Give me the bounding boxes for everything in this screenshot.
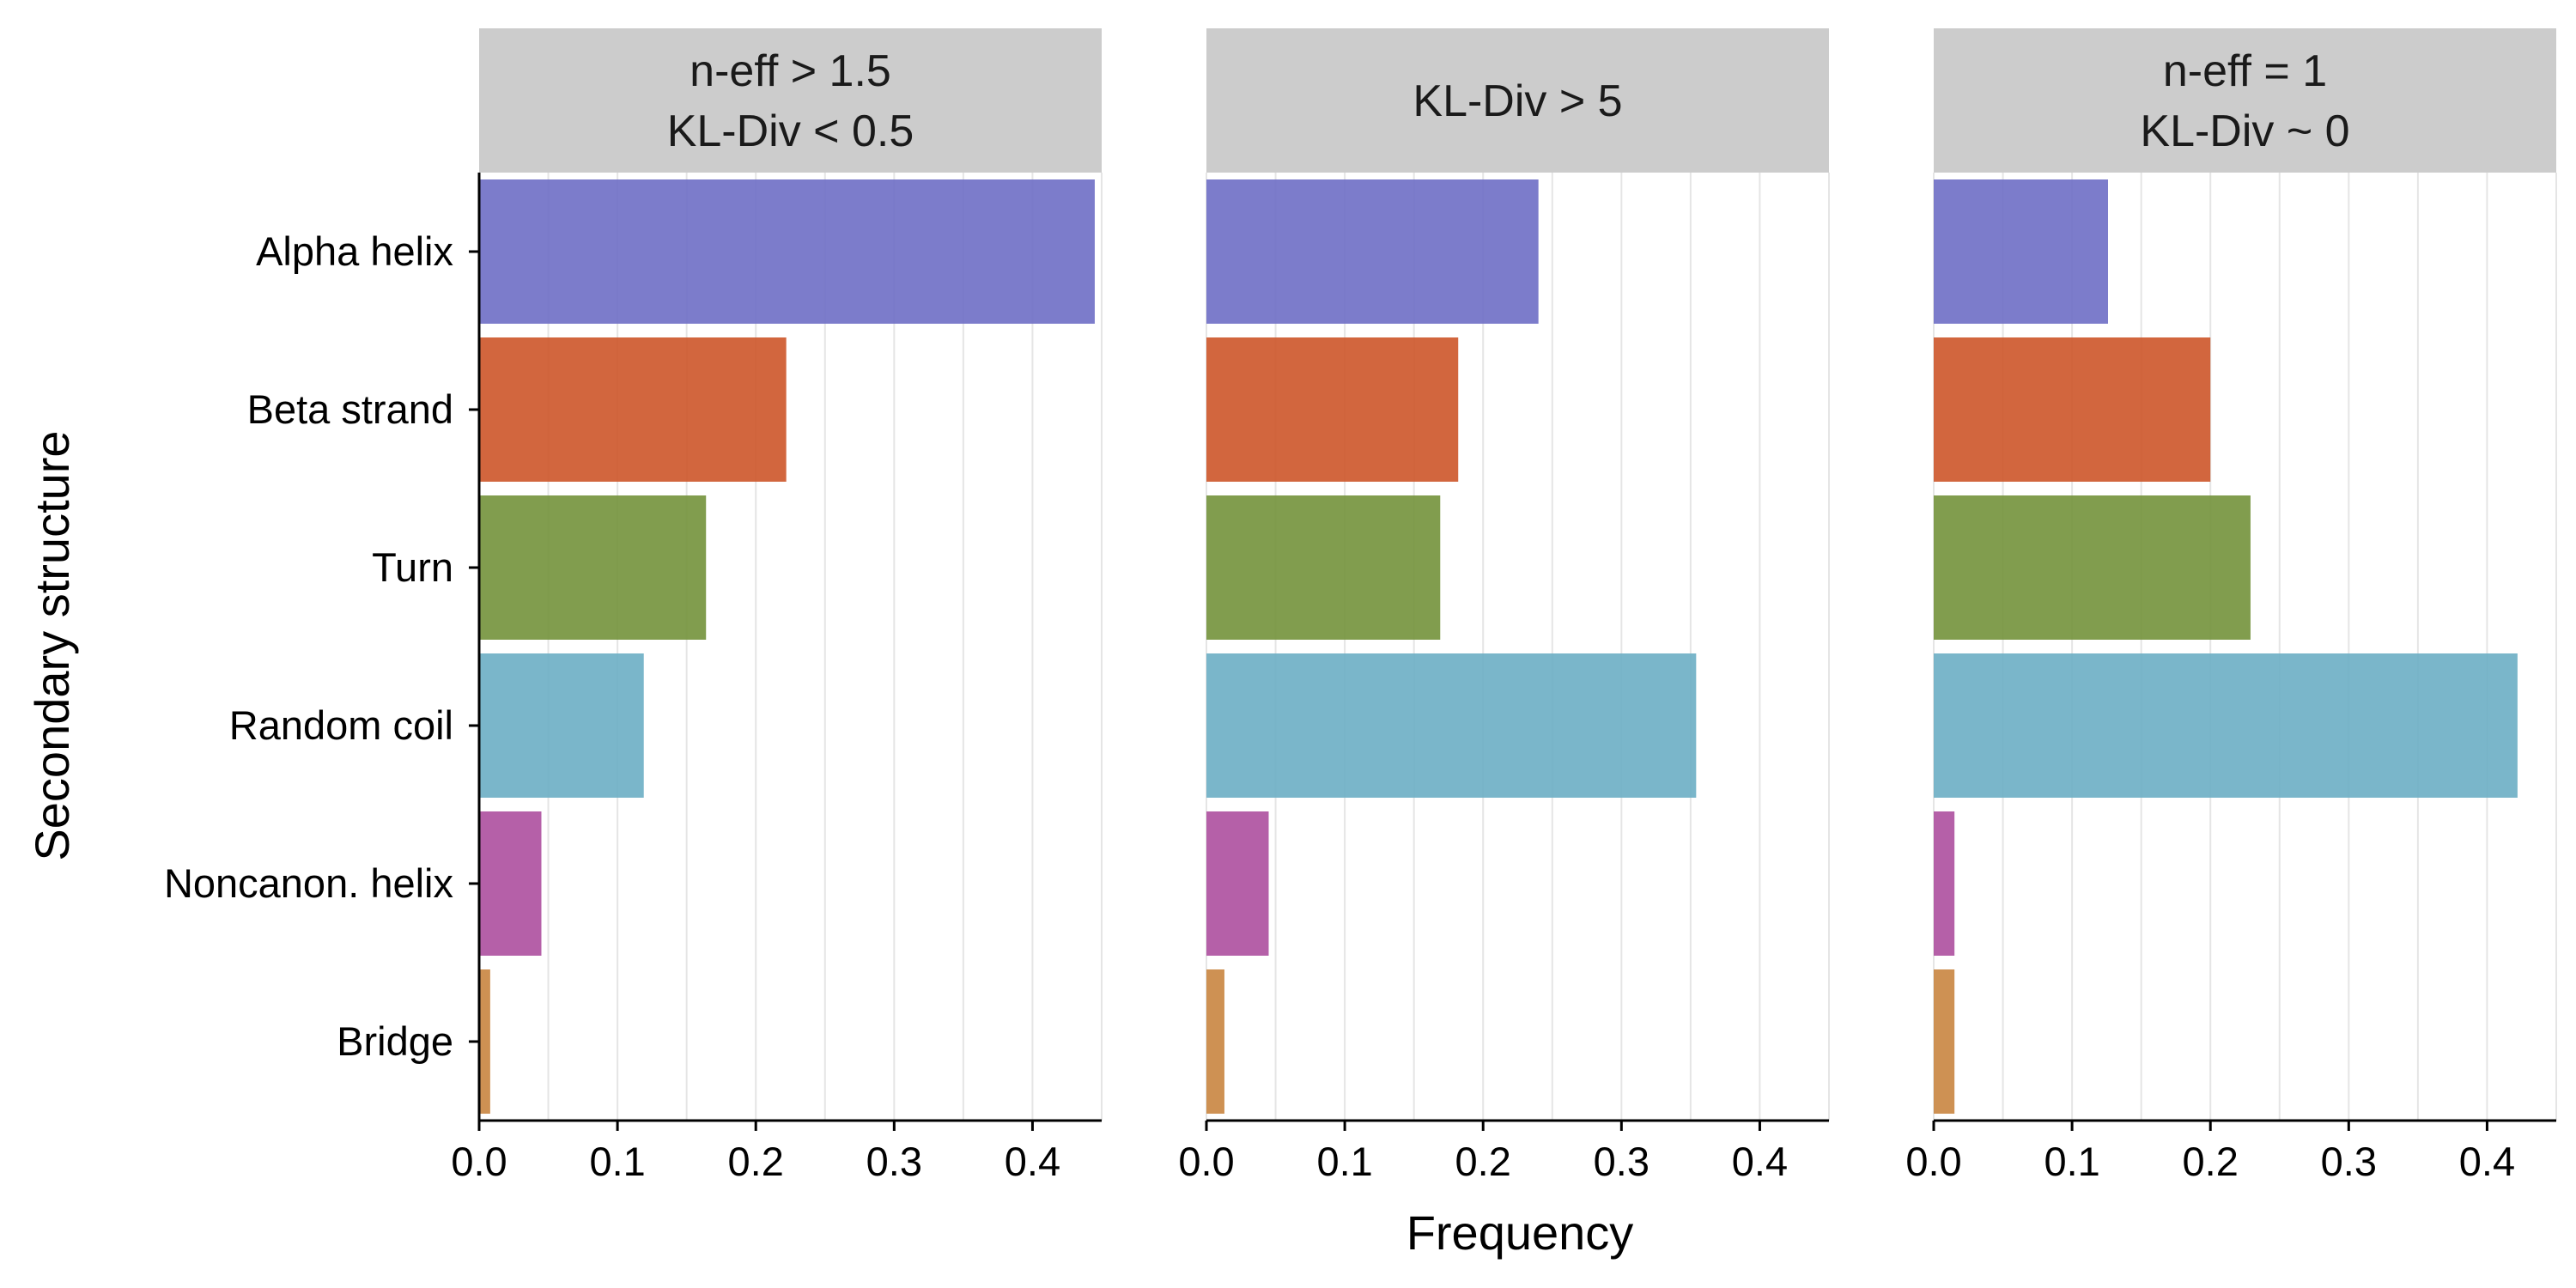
bar-random-coil: [479, 653, 644, 798]
bar-bridge: [1934, 969, 1955, 1114]
y-axis-title: Secondary structure: [25, 430, 79, 860]
x-axis-title: Frequency: [1406, 1206, 1634, 1260]
facet-title-line: n-eff = 1: [2163, 46, 2327, 96]
bar-turn: [1934, 495, 2251, 640]
y-tick-label: Alpha helix: [256, 228, 453, 274]
bar-alpha-helix: [479, 179, 1095, 324]
x-tick-label: 0.4: [1005, 1139, 1060, 1184]
facet-strip: [479, 28, 1102, 173]
y-tick-label: Noncanon. helix: [164, 860, 453, 906]
bar-beta-strand: [479, 337, 787, 482]
x-tick-label: 0.3: [1594, 1139, 1649, 1184]
facet-panels: n-eff > 1.5 KL-Div < 0.5 0.0 0.1 0.2 0.3 0.4 Al…: [164, 28, 2557, 1184]
facet-panel-3: n-eff = 1 KL-Div ~ 0 0.0 0.1 0.2 0.3 0.4: [1905, 28, 2557, 1184]
facet-panel-2: KL-Div > 5 0.0 0.1 0.2 0.3 0.4: [1178, 28, 1830, 1184]
x-tick-label: 0.2: [1455, 1139, 1511, 1184]
y-tick-label: Turn: [372, 544, 453, 590]
x-tick-label: 0.1: [589, 1139, 645, 1184]
x-tick-label: 0.1: [2044, 1139, 2099, 1184]
bar-noncanon-helix: [479, 811, 542, 956]
facet-panel-1: n-eff > 1.5 KL-Div < 0.5 0.0 0.1 0.2 0.3 0.4 Al…: [164, 28, 1103, 1184]
facet-title-line: KL-Div ~ 0: [2140, 106, 2349, 156]
bar-random-coil: [1934, 653, 2518, 798]
x-tick-label: 0.1: [1316, 1139, 1372, 1184]
bar-alpha-helix: [1206, 179, 1539, 324]
facet-title-line: KL-Div > 5: [1413, 76, 1622, 126]
y-tick-label: Random coil: [229, 702, 453, 748]
x-tick-label: 0.2: [728, 1139, 784, 1184]
x-tick-label: 0.0: [451, 1139, 507, 1184]
bar-noncanon-helix: [1934, 811, 1955, 956]
facet-title-line: n-eff > 1.5: [690, 46, 891, 96]
facet-title-line: KL-Div < 0.5: [667, 106, 914, 156]
bar-alpha-helix: [1934, 179, 2108, 324]
facet-strip: [1934, 28, 2556, 173]
bar-random-coil: [1206, 653, 1697, 798]
y-tick-label: Bridge: [337, 1018, 453, 1064]
y-tick-label: Beta strand: [247, 386, 453, 432]
bar-turn: [1206, 495, 1441, 640]
x-tick-label: 0.2: [2183, 1139, 2239, 1184]
bar-bridge: [1206, 969, 1224, 1114]
x-tick-label: 0.0: [1178, 1139, 1234, 1184]
x-tick-label: 0.4: [1732, 1139, 1788, 1184]
bar-turn: [479, 495, 707, 640]
bar-bridge: [479, 969, 490, 1114]
x-tick-label: 0.0: [1905, 1139, 1961, 1184]
bar-noncanon-helix: [1206, 811, 1269, 956]
facet-strip: [1206, 28, 1829, 173]
x-tick-label: 0.3: [866, 1139, 922, 1184]
x-tick-label: 0.3: [2321, 1139, 2377, 1184]
bar-beta-strand: [1934, 337, 2211, 482]
x-tick-label: 0.4: [2459, 1139, 2515, 1184]
bar-beta-strand: [1206, 337, 1459, 482]
